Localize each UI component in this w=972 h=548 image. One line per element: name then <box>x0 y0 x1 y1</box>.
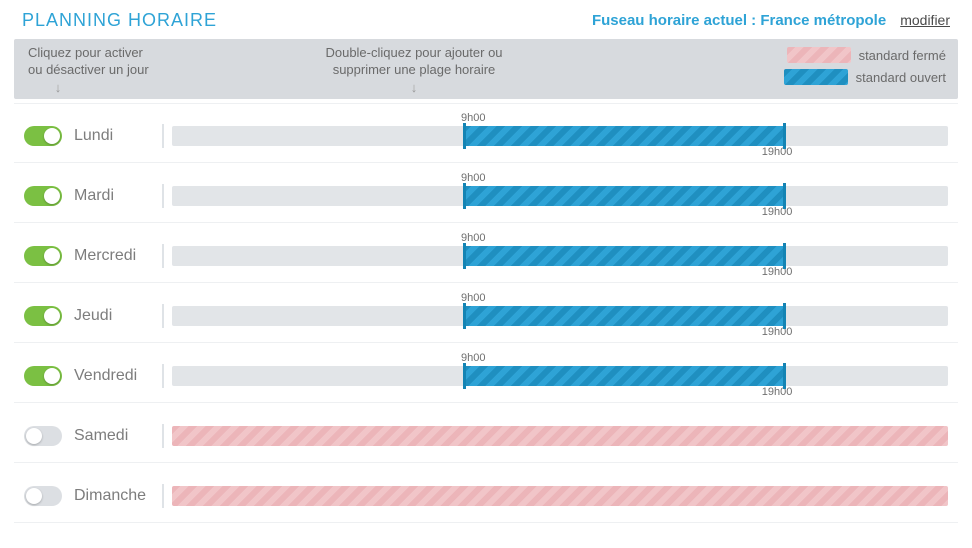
timeline-wrap: 9h0019h00 <box>162 304 958 328</box>
day-left: Vendredi <box>14 366 162 386</box>
range-start-label: 9h00 <box>461 292 485 304</box>
toggle-knob <box>44 188 60 204</box>
timeline-wrap <box>162 484 958 508</box>
hint-range: Double-cliquez pour ajouter ou supprimer… <box>314 45 514 97</box>
timeline-separator <box>162 364 164 388</box>
legend-open-label: standard ouvert <box>856 70 946 85</box>
toggle-knob <box>44 368 60 384</box>
range-start-label: 9h00 <box>461 232 485 244</box>
legend: standard fermé standard ouvert <box>784 47 946 85</box>
day-toggle-fri[interactable] <box>24 366 62 386</box>
day-row-fri: Vendredi9h0019h00 <box>14 343 958 403</box>
day-toggle-tue[interactable] <box>24 186 62 206</box>
down-arrow-icon: ↓ <box>314 80 514 97</box>
timeline-wrap: 9h0019h00 <box>162 364 958 388</box>
range-start-label: 9h00 <box>461 352 485 364</box>
timeline-separator <box>162 184 164 208</box>
timeline-separator <box>162 424 164 448</box>
schedule-editor: PLANNING HORAIRE Fuseau horaire actuel :… <box>0 0 972 523</box>
legend-closed-label: standard fermé <box>859 48 946 63</box>
day-left: Mercredi <box>14 246 162 266</box>
day-name-label: Mardi <box>74 187 114 205</box>
timeline-separator <box>162 304 164 328</box>
day-row-mon: Lundi9h0019h00 <box>14 103 958 163</box>
timezone-prefix: Fuseau horaire actuel : <box>592 12 756 29</box>
range-end-label: 19h00 <box>762 146 793 158</box>
range-end-label: 19h00 <box>762 266 793 278</box>
day-row-tue: Mardi9h0019h00 <box>14 163 958 223</box>
timeline-wed[interactable]: 9h0019h00 <box>172 246 948 266</box>
toggle-knob <box>26 488 42 504</box>
day-name-label: Jeudi <box>74 307 112 325</box>
legend-open-swatch <box>784 69 848 85</box>
range-end-label: 19h00 <box>762 206 793 218</box>
time-range[interactable]: 9h0019h00 <box>463 246 786 266</box>
range-end-label: 19h00 <box>762 326 793 338</box>
day-left: Samedi <box>14 426 162 446</box>
day-name-label: Samedi <box>74 427 128 445</box>
day-name-label: Mercredi <box>74 247 136 265</box>
timeline-wrap: 9h0019h00 <box>162 184 958 208</box>
day-row-wed: Mercredi9h0019h00 <box>14 223 958 283</box>
day-toggle-sat[interactable] <box>24 426 62 446</box>
range-start-label: 9h00 <box>461 112 485 124</box>
timeline-fri[interactable]: 9h0019h00 <box>172 366 948 386</box>
timeline-wrap: 9h0019h00 <box>162 244 958 268</box>
time-range[interactable]: 9h0019h00 <box>463 186 786 206</box>
days-list: Lundi9h0019h00Mardi9h0019h00Mercredi9h00… <box>14 103 958 523</box>
day-left: Jeudi <box>14 306 162 326</box>
timeline-tue[interactable]: 9h0019h00 <box>172 186 948 206</box>
toggle-knob <box>44 128 60 144</box>
day-name-label: Dimanche <box>74 487 146 505</box>
toggle-knob <box>44 248 60 264</box>
hint-toggle: Cliquez pour activer ou désactiver un jo… <box>28 45 160 97</box>
time-range[interactable]: 9h0019h00 <box>463 306 786 326</box>
day-toggle-sun[interactable] <box>24 486 62 506</box>
toggle-knob <box>44 308 60 324</box>
day-left: Dimanche <box>14 486 162 506</box>
down-arrow-icon: ↓ <box>28 80 88 97</box>
timeline-wrap: 9h0019h00 <box>162 124 958 148</box>
timeline-separator <box>162 244 164 268</box>
timeline-wrap <box>162 424 958 448</box>
timezone-label: Fuseau horaire actuel : France métropole <box>592 12 886 29</box>
legend-closed: standard fermé <box>784 47 946 63</box>
timeline-mon[interactable]: 9h0019h00 <box>172 126 948 146</box>
time-range[interactable]: 9h0019h00 <box>463 366 786 386</box>
day-row-thu: Jeudi9h0019h00 <box>14 283 958 343</box>
day-toggle-thu[interactable] <box>24 306 62 326</box>
day-toggle-mon[interactable] <box>24 126 62 146</box>
timezone-value: France métropole <box>760 12 886 29</box>
hint-range-text: Double-cliquez pour ajouter ou supprimer… <box>325 45 502 77</box>
timezone-modify-link[interactable]: modifier <box>900 12 950 28</box>
page-title: PLANNING HORAIRE <box>22 10 217 31</box>
legend-open: standard ouvert <box>784 69 946 85</box>
day-toggle-wed[interactable] <box>24 246 62 266</box>
range-end-label: 19h00 <box>762 386 793 398</box>
timeline-separator <box>162 484 164 508</box>
hints-bar: Cliquez pour activer ou désactiver un jo… <box>14 39 958 99</box>
day-left: Lundi <box>14 126 162 146</box>
day-row-sat: Samedi <box>14 403 958 463</box>
header: PLANNING HORAIRE Fuseau horaire actuel :… <box>14 10 958 39</box>
toggle-knob <box>26 428 42 444</box>
day-name-label: Lundi <box>74 127 113 145</box>
day-left: Mardi <box>14 186 162 206</box>
timeline-thu[interactable]: 9h0019h00 <box>172 306 948 326</box>
time-range[interactable]: 9h0019h00 <box>463 126 786 146</box>
timezone-block: Fuseau horaire actuel : France métropole… <box>592 12 950 29</box>
hint-toggle-text: Cliquez pour activer ou désactiver un jo… <box>28 45 149 77</box>
timeline-sun[interactable] <box>172 486 948 506</box>
day-row-sun: Dimanche <box>14 463 958 523</box>
timeline-sat[interactable] <box>172 426 948 446</box>
timeline-separator <box>162 124 164 148</box>
range-start-label: 9h00 <box>461 172 485 184</box>
legend-closed-swatch <box>787 47 851 63</box>
day-name-label: Vendredi <box>74 367 137 385</box>
